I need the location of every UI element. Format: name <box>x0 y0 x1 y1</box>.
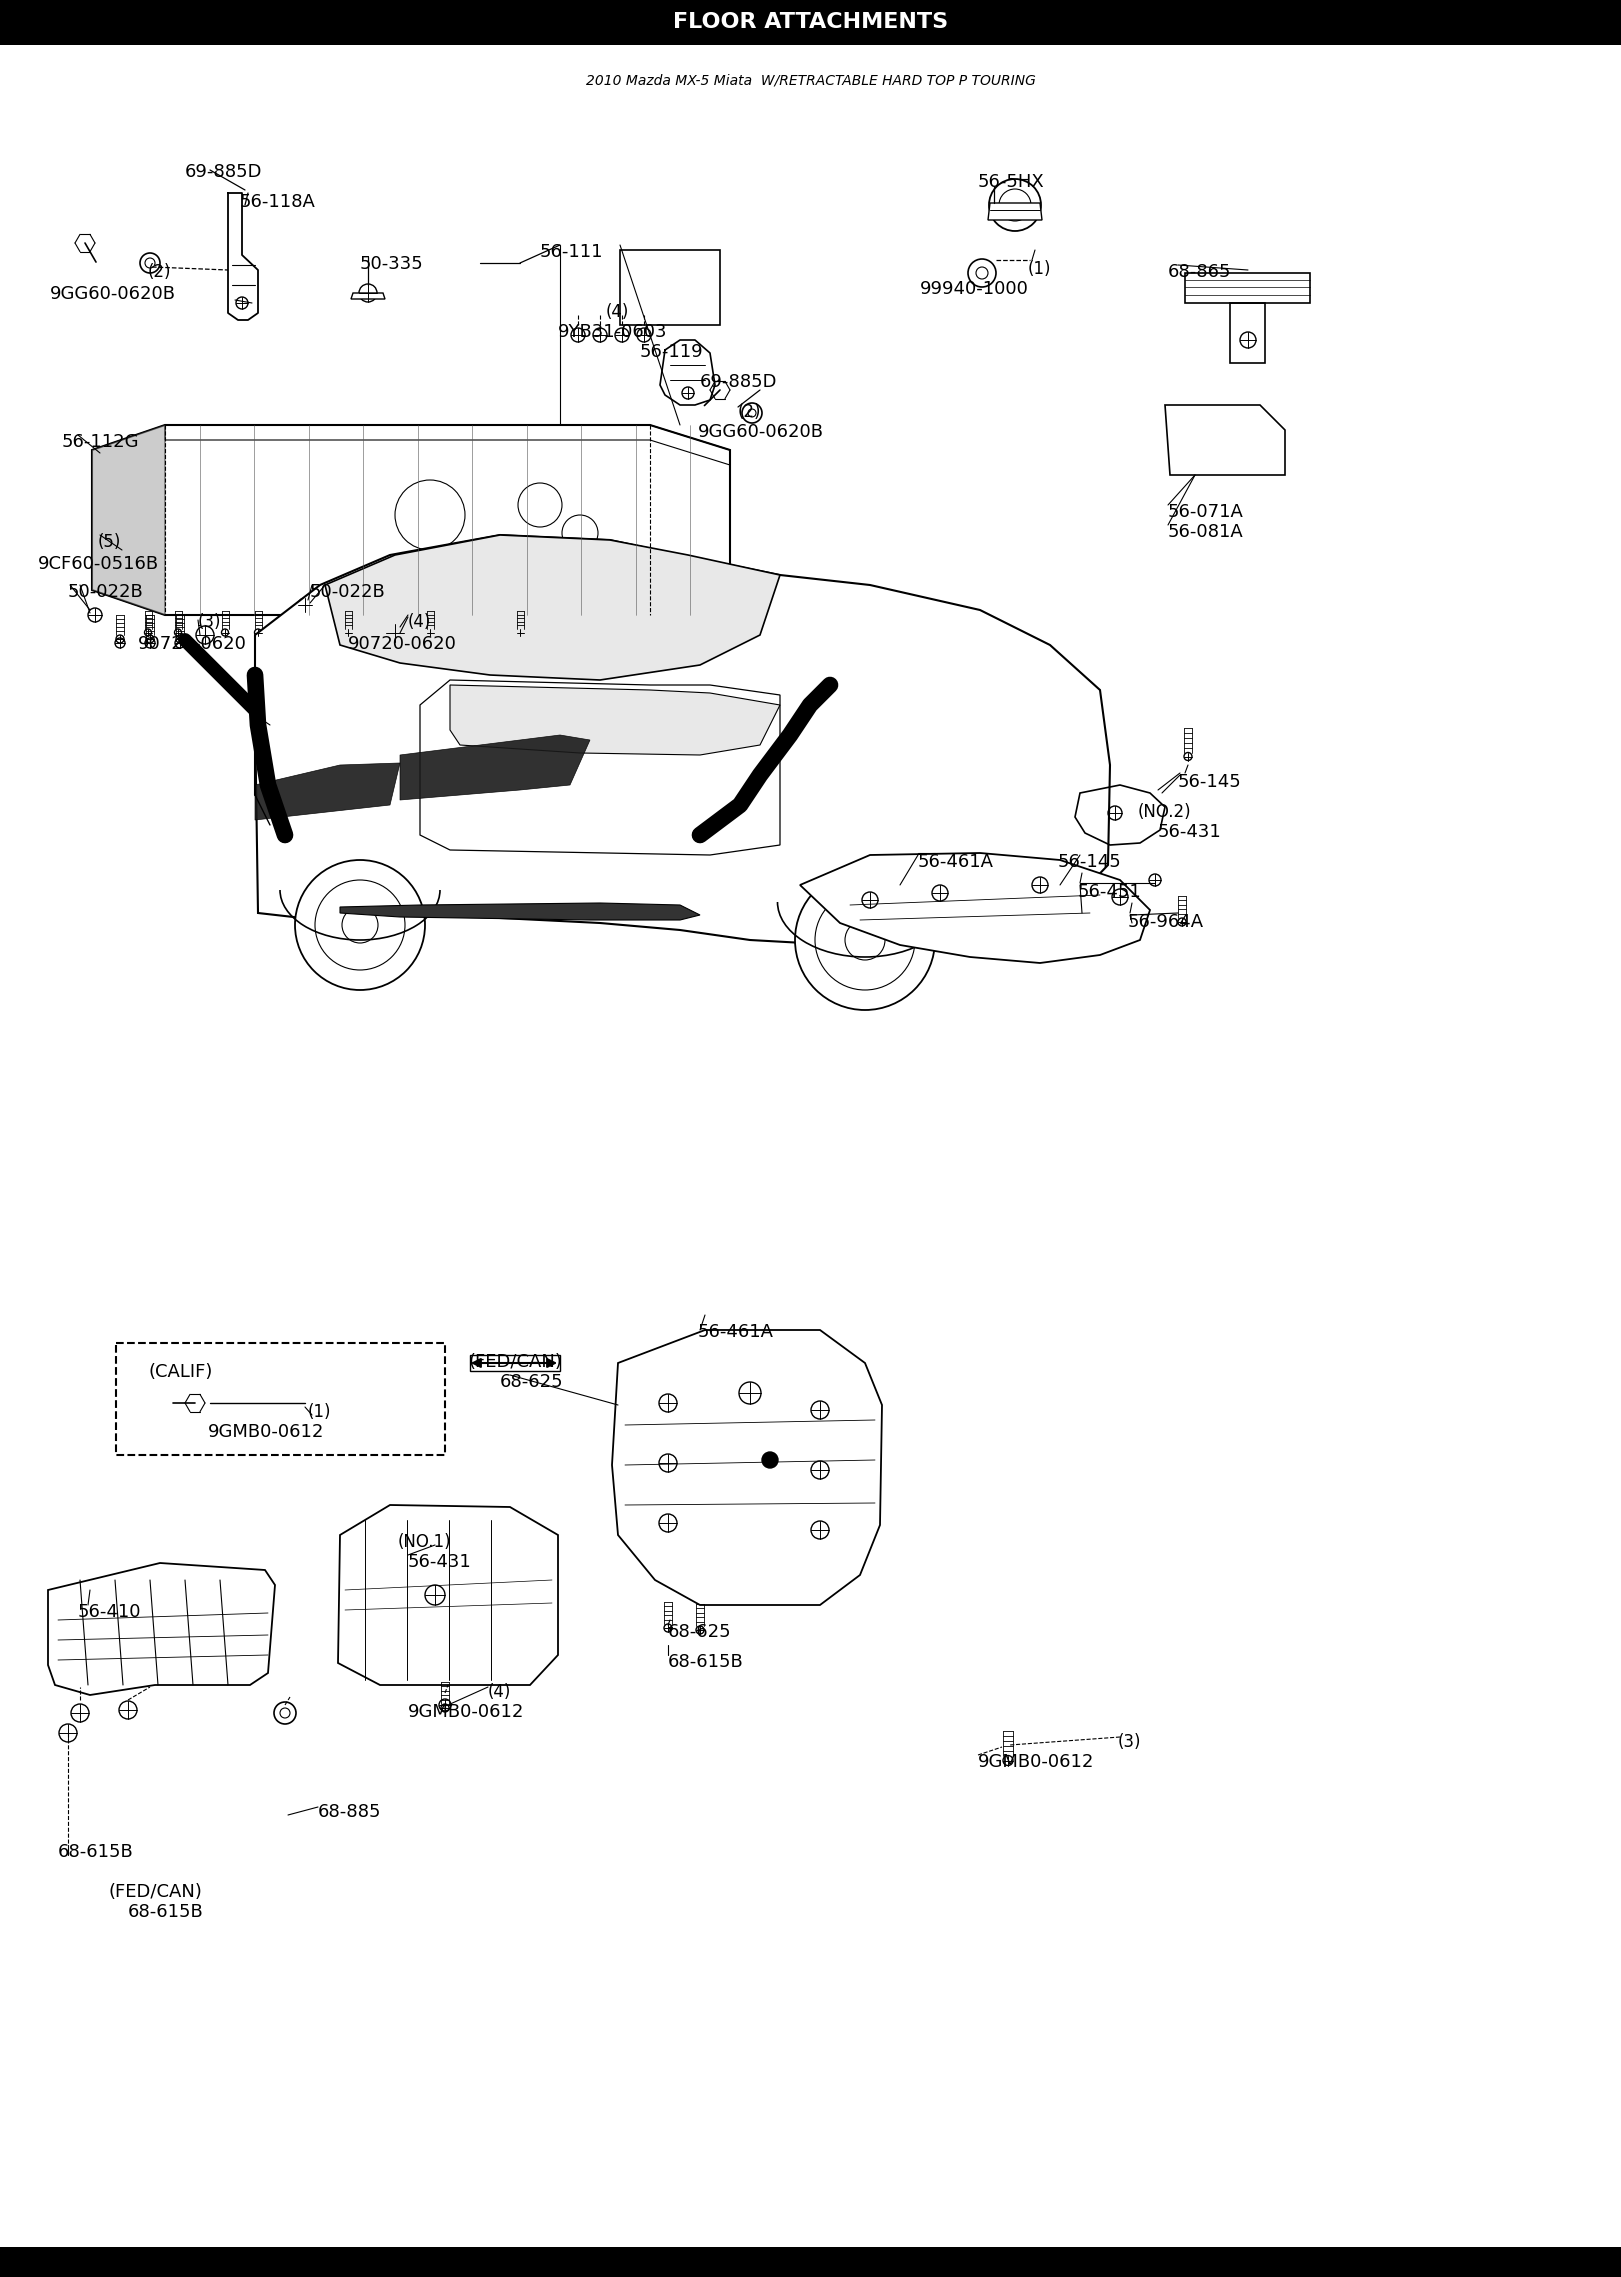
Text: (1): (1) <box>308 1403 332 1421</box>
Polygon shape <box>989 203 1042 221</box>
Text: 90720-0620: 90720-0620 <box>138 635 246 653</box>
Circle shape <box>815 890 914 990</box>
Circle shape <box>845 920 885 961</box>
Circle shape <box>295 861 425 990</box>
Text: (4): (4) <box>408 613 431 631</box>
Text: (FED/CAN): (FED/CAN) <box>109 1883 203 1901</box>
Text: (4): (4) <box>606 303 629 321</box>
Text: 56-410: 56-410 <box>78 1603 141 1621</box>
Text: 56-461A: 56-461A <box>917 854 994 872</box>
Bar <box>0 0 1621 46</box>
Text: 56-081A: 56-081A <box>1169 524 1243 542</box>
Polygon shape <box>254 763 400 820</box>
Text: 9GG60-0620B: 9GG60-0620B <box>50 285 177 303</box>
Text: 90720-0620: 90720-0620 <box>349 635 457 653</box>
Text: (FED/CAN): (FED/CAN) <box>468 1353 562 1371</box>
Text: (2): (2) <box>148 264 172 280</box>
Text: 68-885: 68-885 <box>318 1803 381 1822</box>
Text: 50-335: 50-335 <box>360 255 423 273</box>
Text: 56-145: 56-145 <box>1178 772 1242 790</box>
Text: (2): (2) <box>738 403 762 421</box>
Text: 56-111: 56-111 <box>540 244 603 262</box>
Text: (4): (4) <box>488 1683 511 1701</box>
Polygon shape <box>451 685 780 756</box>
Text: 50-022B: 50-022B <box>68 583 144 601</box>
Text: 2010 Mazda MX-5 Miata  W/RETRACTABLE HARD TOP P TOURING: 2010 Mazda MX-5 Miata W/RETRACTABLE HARD… <box>585 73 1036 87</box>
Text: 9YB31-0603: 9YB31-0603 <box>558 323 668 342</box>
Text: 9GMB0-0612: 9GMB0-0612 <box>408 1703 524 1721</box>
Text: (CALIF): (CALIF) <box>148 1364 212 1380</box>
Text: 69-885D: 69-885D <box>700 373 778 392</box>
Polygon shape <box>400 735 590 799</box>
Polygon shape <box>254 535 1110 945</box>
Text: 56-5HX: 56-5HX <box>977 173 1046 191</box>
Text: (NO.1): (NO.1) <box>399 1532 452 1551</box>
Text: 9CF60-0516B: 9CF60-0516B <box>37 556 159 574</box>
Text: 69-885D: 69-885D <box>185 164 263 180</box>
Text: (3): (3) <box>1118 1733 1141 1751</box>
Text: 68-625: 68-625 <box>668 1624 731 1642</box>
Circle shape <box>762 1453 778 1469</box>
Polygon shape <box>420 681 780 854</box>
Text: 9GG60-0620B: 9GG60-0620B <box>699 424 823 442</box>
Text: 56-145: 56-145 <box>1059 854 1122 872</box>
Text: 56-071A: 56-071A <box>1169 503 1243 521</box>
Text: 68-615B: 68-615B <box>58 1842 135 1860</box>
Text: 56-964A: 56-964A <box>1128 913 1204 931</box>
Text: 9GMB0-0612: 9GMB0-0612 <box>207 1423 324 1441</box>
Text: 99940-1000: 99940-1000 <box>921 280 1029 298</box>
Circle shape <box>314 879 405 970</box>
Text: 68-615B: 68-615B <box>128 1904 204 1922</box>
Polygon shape <box>340 904 700 920</box>
Text: 68-865: 68-865 <box>1169 264 1232 280</box>
Polygon shape <box>324 535 780 681</box>
Text: 9GMB0-0612: 9GMB0-0612 <box>977 1753 1094 1772</box>
Polygon shape <box>352 294 386 298</box>
Text: 56-119: 56-119 <box>640 344 704 362</box>
Text: (3): (3) <box>198 613 222 631</box>
Circle shape <box>794 870 935 1011</box>
Text: 56-118A: 56-118A <box>240 194 316 212</box>
Text: (5): (5) <box>97 533 122 551</box>
Text: 68-615B: 68-615B <box>668 1653 744 1671</box>
Text: 56-461A: 56-461A <box>699 1323 773 1341</box>
Text: 56-431: 56-431 <box>1157 822 1222 840</box>
Text: 56-451: 56-451 <box>1078 883 1141 902</box>
Polygon shape <box>801 854 1149 963</box>
Text: (1): (1) <box>1028 260 1052 278</box>
Bar <box>0 2247 1621 2277</box>
Text: FLOOR ATTACHMENTS: FLOOR ATTACHMENTS <box>673 11 948 32</box>
Text: 56-431: 56-431 <box>408 1553 472 1571</box>
Circle shape <box>342 906 378 943</box>
Text: 50-022B: 50-022B <box>310 583 386 601</box>
Text: (NO.2): (NO.2) <box>1138 804 1191 822</box>
Text: 56-112G: 56-112G <box>62 433 139 451</box>
Polygon shape <box>92 426 165 615</box>
Text: 68-625: 68-625 <box>499 1373 564 1391</box>
